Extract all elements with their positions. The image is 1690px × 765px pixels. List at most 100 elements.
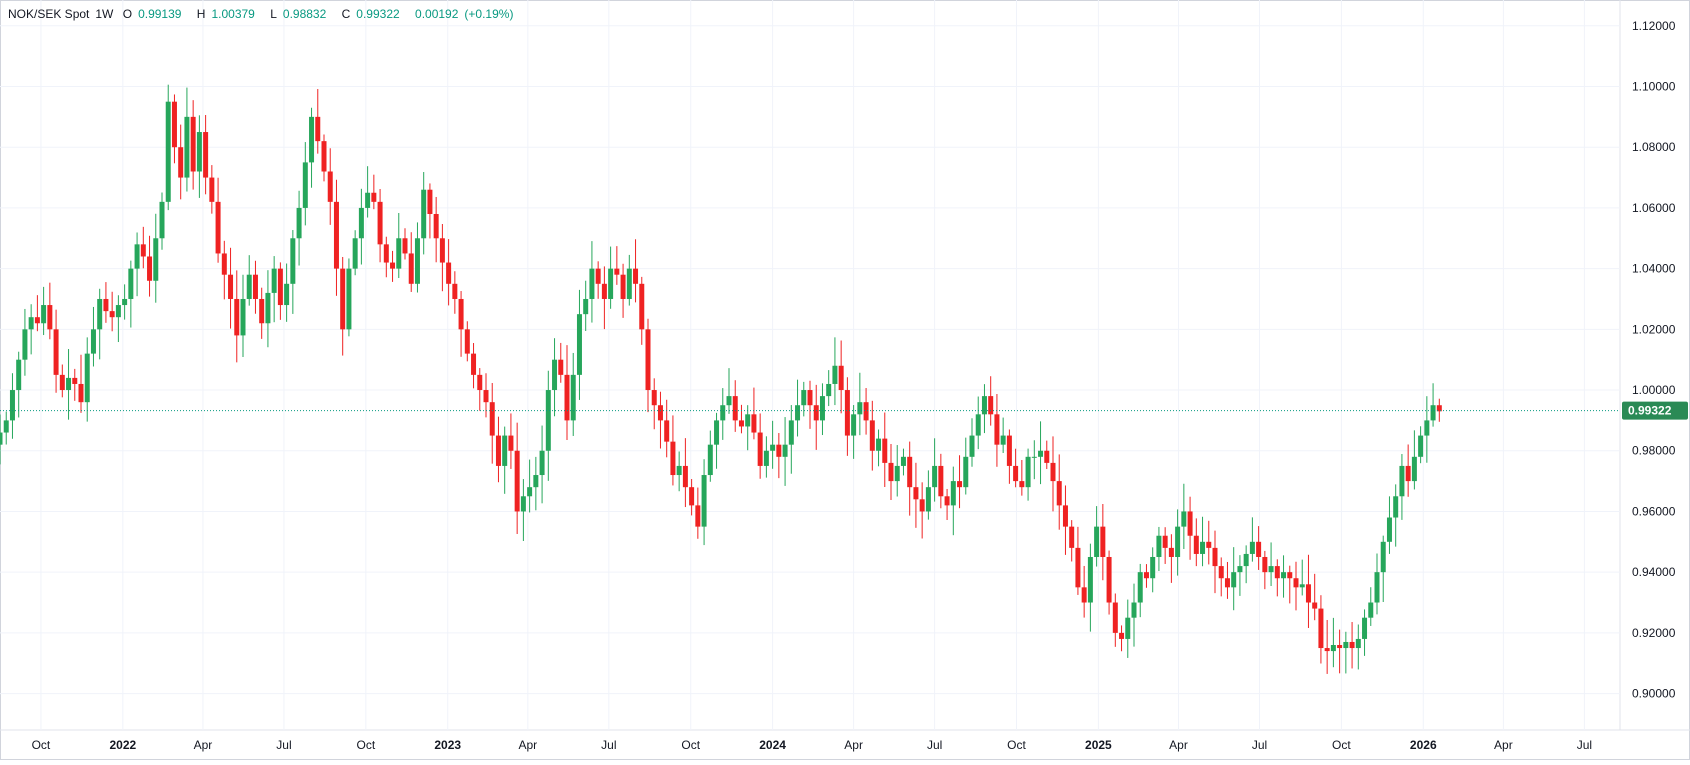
- candle: [975, 396, 981, 450]
- candle-body: [944, 496, 950, 506]
- candle-body: [203, 132, 209, 178]
- candle-body: [938, 465, 944, 497]
- candle: [464, 321, 470, 362]
- candle: [78, 354, 84, 413]
- candle-body: [439, 238, 445, 263]
- y-tick-label: 1.00000: [1632, 383, 1676, 397]
- candle-body: [876, 438, 882, 451]
- y-tick-label: 0.92000: [1632, 626, 1676, 640]
- candle: [1299, 559, 1305, 596]
- candle-body: [552, 359, 558, 391]
- candle-body: [1380, 541, 1386, 573]
- candle-body: [1362, 617, 1368, 639]
- candle-body: [109, 311, 115, 318]
- candle-body: [1131, 602, 1137, 618]
- candle: [1218, 557, 1224, 597]
- candle: [1231, 547, 1237, 611]
- candle-body: [844, 390, 850, 436]
- candle-body: [589, 268, 595, 299]
- candle: [147, 235, 153, 297]
- candle: [1374, 553, 1380, 615]
- candle: [1355, 624, 1361, 670]
- candle-body: [707, 444, 713, 476]
- candle-body: [863, 402, 869, 421]
- candle-body: [1056, 481, 1062, 506]
- candle: [907, 441, 913, 516]
- candle: [1025, 448, 1031, 501]
- candle: [396, 213, 402, 279]
- candle-body: [1293, 578, 1299, 588]
- candle-body: [614, 268, 620, 275]
- candle: [408, 232, 414, 292]
- candle: [1212, 530, 1218, 594]
- candle-body: [913, 487, 919, 500]
- candle-body: [1287, 572, 1293, 579]
- candle: [321, 134, 327, 182]
- candle: [558, 342, 564, 383]
- candle: [751, 387, 757, 440]
- candle: [1330, 617, 1336, 668]
- candle-body: [433, 213, 439, 239]
- candle-body: [171, 101, 177, 148]
- candle-body: [234, 298, 240, 336]
- candle-body: [1262, 556, 1268, 573]
- candle-body: [47, 305, 53, 330]
- candle: [302, 142, 308, 226]
- candle: [471, 343, 477, 389]
- candle-body: [240, 298, 246, 336]
- candle-body: [178, 147, 184, 178]
- candle: [427, 183, 433, 239]
- candle: [1044, 440, 1050, 470]
- candle: [689, 479, 695, 516]
- candle-body: [695, 505, 701, 527]
- candle: [651, 378, 657, 430]
- candle-body: [1019, 481, 1025, 488]
- candle: [502, 426, 508, 494]
- candle-body: [508, 435, 514, 451]
- candle: [608, 246, 614, 309]
- candle-body: [900, 456, 906, 466]
- candle-body: [788, 420, 794, 445]
- candle-body: [3, 420, 9, 433]
- candle: [520, 479, 526, 542]
- candle-body: [390, 262, 396, 269]
- candle-body: [1337, 645, 1343, 649]
- candle: [925, 470, 931, 520]
- candle-body: [807, 390, 813, 406]
- candle-body: [608, 268, 614, 299]
- candle: [782, 417, 788, 486]
- candle: [876, 429, 882, 467]
- candle: [763, 436, 769, 478]
- x-tick-label: Apr: [194, 738, 213, 752]
- candle: [527, 459, 533, 513]
- candle-body: [190, 116, 196, 172]
- candle: [495, 416, 501, 483]
- candle: [1362, 609, 1368, 656]
- price-tag-bg: [1622, 401, 1688, 420]
- candle-body: [682, 465, 688, 488]
- candle: [533, 456, 539, 511]
- candle: [1312, 573, 1318, 621]
- candle: [122, 284, 128, 320]
- candle-body: [0, 432, 3, 445]
- candle-body: [757, 432, 763, 466]
- candle: [670, 415, 676, 486]
- candle: [1293, 561, 1299, 611]
- candle: [365, 166, 371, 218]
- candle: [664, 399, 670, 458]
- candle: [203, 115, 209, 195]
- candle-body: [346, 268, 352, 330]
- candle-body: [832, 365, 838, 384]
- candle-body: [228, 274, 234, 299]
- candle-body: [1349, 641, 1355, 649]
- candle-body: [919, 499, 925, 512]
- candle-body: [309, 116, 315, 163]
- candle-body: [489, 402, 495, 436]
- candle-body: [925, 487, 931, 512]
- candle-body: [651, 390, 657, 406]
- candle: [290, 230, 296, 314]
- candle-body: [882, 438, 888, 463]
- candle: [595, 261, 601, 299]
